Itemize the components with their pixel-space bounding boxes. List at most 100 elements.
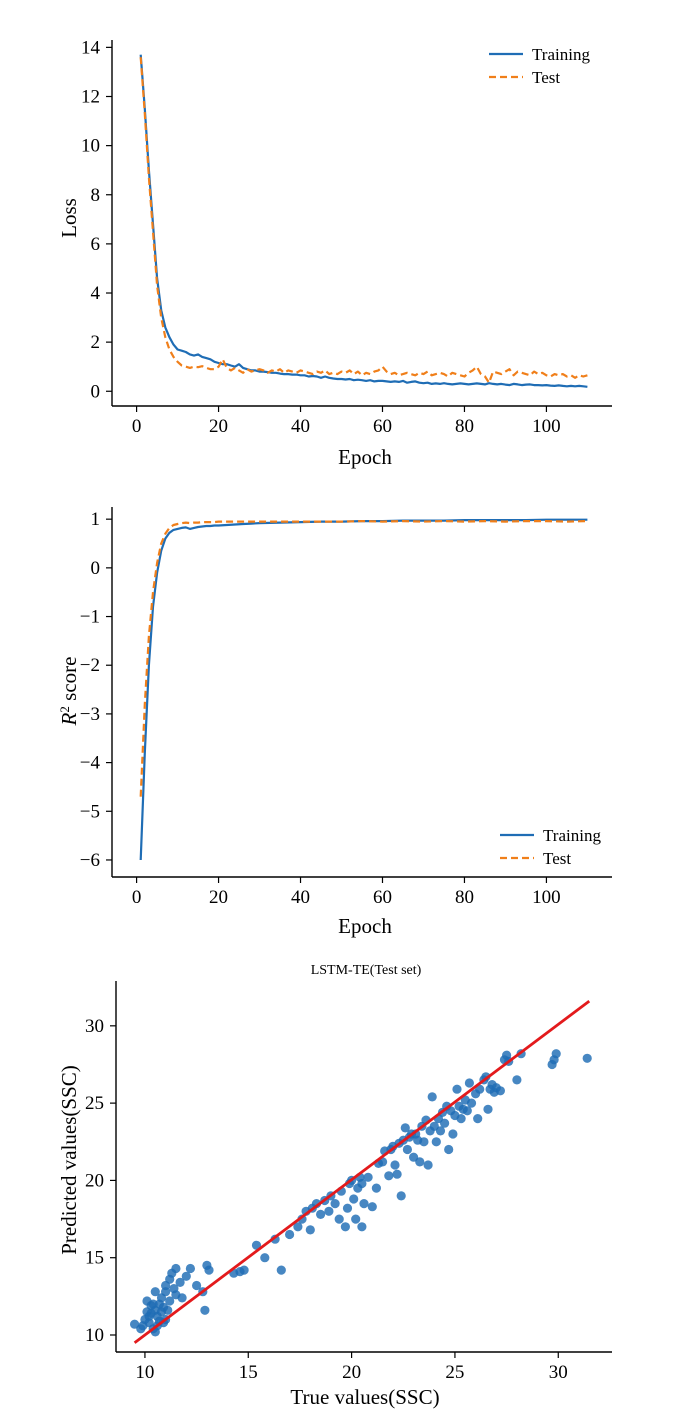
scatter-point — [402, 1144, 412, 1155]
scatter-point — [334, 1214, 344, 1224]
scatter-point — [204, 1265, 214, 1275]
scatter-point — [452, 1084, 462, 1094]
legend-label-test: Test — [543, 849, 571, 868]
r2-y-tick-label: −2 — [80, 655, 100, 676]
r2-x-axis-title: Epoch — [338, 914, 392, 938]
scatter-x-tick-label: 20 — [342, 1362, 361, 1383]
scatter-x-tick-label: 15 — [239, 1362, 258, 1383]
scatter-point — [400, 1123, 410, 1133]
scatter-point — [260, 1253, 270, 1263]
loss-x-axis-title: Epoch — [338, 445, 392, 469]
loss-y-tick-label: 0 — [91, 381, 101, 402]
r2-y-tick-label: −3 — [80, 704, 100, 725]
scatter-point — [200, 1305, 210, 1315]
r2-series-test — [139, 519, 588, 797]
legend-label-training: Training — [543, 826, 601, 845]
r2-x-tick-label: 20 — [209, 887, 228, 908]
r2-y-tick-label: −1 — [80, 607, 100, 628]
loss-y-tick-label: 4 — [91, 283, 101, 304]
loss-x-tick-label: 0 — [132, 416, 142, 437]
scatter-point — [431, 1137, 441, 1147]
scatter-point — [181, 1271, 191, 1281]
scatter-point — [163, 1305, 173, 1315]
r2-legend: Training Test — [500, 826, 601, 868]
legend-label-training: Training — [532, 45, 590, 64]
loss-y-axis-title: Loss — [57, 198, 81, 238]
r2-x-tick-label: 80 — [455, 887, 474, 908]
r2-series-training — [139, 518, 588, 861]
scatter-point — [551, 1049, 561, 1059]
scatter-point — [171, 1263, 181, 1274]
scatter-point — [456, 1114, 466, 1124]
scatter-point — [466, 1098, 477, 1108]
r2-x-tick-label: 60 — [373, 887, 392, 908]
r2-x-tick-label: 40 — [291, 887, 310, 908]
scatter-x-tick-label: 25 — [445, 1362, 464, 1383]
scatter-y-axis-title: Predicted values(SSC) — [57, 1065, 81, 1255]
r2-chart: 0 20 40 60 80 100 1 0 −1 −2 −3 −4 −5 −6 Epoch R2 scor… — [57, 507, 612, 938]
scatter-point — [444, 1144, 454, 1155]
scatter-y-tick-label: 30 — [85, 1016, 104, 1037]
scatter-point — [473, 1114, 483, 1124]
scatter-point — [435, 1126, 446, 1136]
scatter-point — [448, 1129, 458, 1139]
loss-chart: 0 20 40 60 80 100 0 2 4 6 8 10 12 14 Epoch Loss Train… — [57, 37, 612, 469]
scatter-point — [440, 1118, 450, 1128]
loss-series-training — [139, 54, 588, 388]
scatter-chart-title: LSTM-TE(Test set) — [311, 963, 422, 978]
scatter-point — [390, 1160, 400, 1170]
scatter-x-tick-label: 10 — [135, 1362, 154, 1383]
scatter-y-tick-label: 20 — [85, 1170, 104, 1191]
scatter-point — [419, 1137, 429, 1147]
loss-y-tick-label: 12 — [81, 86, 100, 107]
scatter-point — [392, 1169, 402, 1179]
loss-x-tick-label: 100 — [532, 416, 561, 437]
scatter-point — [371, 1183, 381, 1193]
scatter-point — [276, 1265, 286, 1275]
r2-y-tick-label: 1 — [91, 509, 101, 530]
scatter-point — [423, 1160, 433, 1170]
scatter-point — [351, 1214, 361, 1224]
scatter-point — [150, 1287, 160, 1297]
scatter-point — [239, 1265, 249, 1275]
r2-x-tick-label: 0 — [132, 887, 142, 908]
scatter-fit-line — [133, 999, 591, 1344]
scatter-x-axis-title: True values(SSC) — [290, 1385, 439, 1409]
scatter-point — [305, 1225, 315, 1235]
scatter-point — [483, 1104, 493, 1114]
scatter-point — [415, 1157, 425, 1167]
loss-legend: Training Test — [489, 45, 590, 87]
loss-y-tick-label: 2 — [91, 332, 101, 353]
scatter-point — [495, 1086, 505, 1096]
r2-y-tick-label: 0 — [91, 558, 101, 579]
scatter-point — [340, 1222, 350, 1232]
scatter-point — [462, 1106, 472, 1116]
loss-y-tick-label: 6 — [91, 234, 101, 255]
scatter-point — [330, 1199, 340, 1209]
scatter-point — [293, 1222, 303, 1232]
scatter-point — [357, 1178, 367, 1189]
scatter-point — [359, 1199, 369, 1209]
scatter-point — [427, 1092, 437, 1102]
r2-x-tick-label: 100 — [532, 887, 561, 908]
scatter-point — [512, 1075, 522, 1085]
loss-x-tick-label: 40 — [291, 416, 310, 437]
r2-y-tick-label: −4 — [80, 753, 101, 774]
scatter-point — [357, 1222, 367, 1232]
scatter-point — [582, 1053, 592, 1063]
scatter-y-tick-label: 15 — [85, 1248, 104, 1269]
scatter-point — [363, 1172, 373, 1182]
scatter-point — [384, 1171, 394, 1181]
scatter-chart: LSTM-TE(Test set) 10 15 20 25 30 10 15 20 25 30 T… — [57, 963, 612, 1409]
loss-y-tick-label: 10 — [81, 136, 100, 157]
scatter-point — [192, 1280, 202, 1291]
loss-x-tick-label: 80 — [455, 416, 474, 437]
scatter-point — [349, 1194, 359, 1204]
r2-y-tick-label: −5 — [80, 801, 100, 822]
loss-x-tick-label: 20 — [209, 416, 228, 437]
scatter-point — [251, 1240, 262, 1250]
scatter-point — [464, 1078, 474, 1088]
scatter-point — [342, 1203, 353, 1213]
r2-y-tick-label: −6 — [80, 850, 100, 871]
scatter-point — [175, 1277, 185, 1287]
